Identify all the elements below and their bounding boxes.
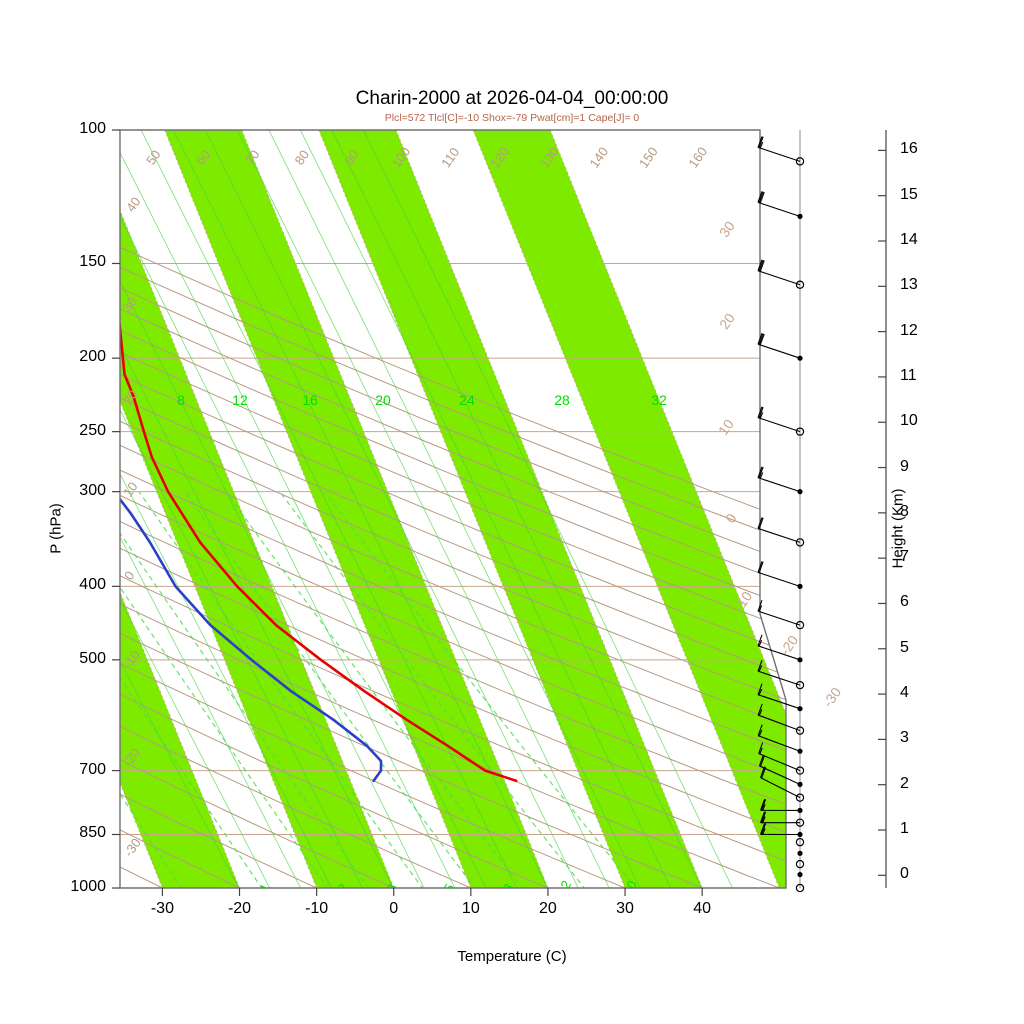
temperature-tick-label: -10	[305, 900, 329, 917]
x-axis-label: Temperature (C)	[457, 948, 567, 965]
mixing-ratio-label: 5	[441, 881, 458, 894]
isotherm-label: 10	[715, 416, 737, 438]
pressure-tick-label: 150	[79, 253, 106, 271]
mixing-ratio-label: 12	[554, 878, 574, 898]
mixing-ratio-label: 2	[335, 881, 352, 894]
dry-adiabat-label: 110	[438, 145, 462, 171]
pressure-tick-label: 1000	[70, 878, 106, 895]
temperature-tick-label: 20	[539, 900, 557, 917]
pressure-tick-label: 300	[79, 481, 106, 499]
height-tick-label: 2	[900, 774, 909, 792]
isotherm-label: 0	[722, 510, 740, 526]
dry-adiabat-label: 0	[121, 568, 137, 583]
isotherm-label: 20	[716, 310, 738, 332]
mixing-ratio-label: 3	[384, 881, 401, 894]
height-tick-label: 8	[900, 502, 909, 520]
moist-adiabat-label: 20	[375, 392, 391, 408]
dry-adiabat-label: 160	[685, 144, 710, 170]
pressure-tick-label: 400	[79, 576, 106, 594]
mixing-ratio-label: 8	[500, 881, 517, 894]
pressure-tick-label: 200	[79, 348, 106, 366]
isotherm-label: -30	[820, 684, 845, 710]
moist-adiabat-label: 32	[651, 392, 667, 408]
pressure-tick-label: 100	[79, 120, 106, 137]
dry-adiabat-label: 60	[193, 147, 214, 167]
height-tick-label: 0	[900, 865, 909, 883]
temperature-tick-label: 10	[461, 900, 480, 917]
temperature-tick-label: 40	[693, 900, 712, 917]
moist-adiabat-label: 28	[554, 392, 570, 408]
height-tick-label: 5	[900, 638, 909, 656]
temperature-tick-label: -30	[150, 900, 174, 917]
height-tick-label: 4	[900, 684, 909, 702]
dry-adiabat-label: 40	[123, 194, 144, 214]
dry-adiabat-label: 90	[341, 147, 362, 167]
height-tick-label: 11	[900, 366, 917, 384]
chart-subtitle: Plcl=572 Tlcl[C]=-10 Shox=-79 Pwat[cm]=1…	[384, 112, 640, 124]
pressure-tick-label: 250	[79, 421, 106, 439]
mixing-ratio-label: 20	[620, 878, 640, 898]
dry-adiabat-label: 140	[586, 144, 611, 170]
height-tick-label: 10	[900, 412, 918, 430]
height-tick-label: 3	[900, 729, 909, 747]
height-tick-label: 15	[900, 185, 918, 203]
height-tick-label: 1	[900, 820, 909, 837]
pressure-tick-label: 700	[79, 760, 106, 778]
height-tick-label: 7	[900, 548, 909, 566]
dry-adiabat-label: 70	[242, 147, 263, 167]
mixing-ratio-label: 1	[257, 881, 274, 894]
height-tick-label: 6	[900, 593, 909, 611]
isotherm-label: 30	[716, 218, 738, 240]
dry-adiabat-label: 20	[120, 387, 141, 407]
pressure-tick-label: 500	[79, 649, 106, 667]
dry-adiabat-label: -30	[121, 835, 144, 859]
height-tick-label: 14	[900, 231, 918, 248]
dry-adiabat-label: 80	[292, 147, 313, 167]
moist-adiabat-label: 16	[302, 392, 318, 408]
chart-title: Charin-2000 at 2026-04-04_00:00:00	[355, 88, 669, 109]
height-tick-label: 16	[900, 140, 918, 158]
temperature-tick-label: -20	[227, 900, 252, 917]
temperature-tick-label: 30	[616, 900, 634, 917]
pressure-tick-label: 850	[79, 824, 106, 842]
height-tick-label: 13	[900, 276, 918, 294]
temperature-tick-label: 0	[389, 900, 399, 917]
dry-adiabat-label: 10	[120, 479, 141, 499]
height-tick-label: 9	[900, 457, 909, 475]
dry-adiabat-label: 150	[636, 144, 661, 170]
moist-adiabat-label: 12	[232, 392, 248, 408]
height-tick-label: 12	[900, 321, 918, 339]
moist-adiabat-label: 8	[177, 392, 185, 408]
dry-adiabat-label: 50	[143, 147, 164, 167]
moist-adiabat-label: 24	[459, 392, 475, 408]
isotherm-label: -20	[777, 632, 802, 658]
